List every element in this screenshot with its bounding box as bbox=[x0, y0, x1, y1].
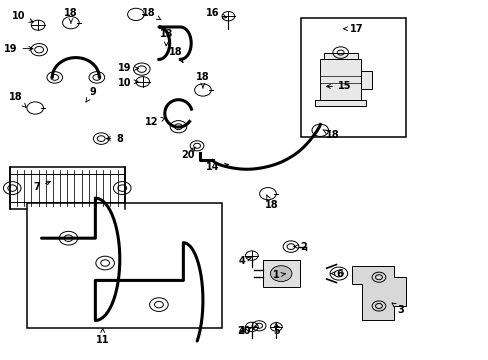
Text: 1: 1 bbox=[272, 270, 285, 280]
Bar bbox=[10, 167, 124, 209]
Text: 18: 18 bbox=[169, 47, 183, 62]
Text: 19: 19 bbox=[4, 44, 33, 54]
Text: 13: 13 bbox=[159, 29, 173, 46]
Text: 3: 3 bbox=[391, 303, 404, 315]
Text: 12: 12 bbox=[144, 117, 165, 127]
Bar bbox=[361, 71, 371, 89]
Text: 16: 16 bbox=[205, 8, 226, 18]
Text: 18: 18 bbox=[322, 130, 339, 140]
Bar bbox=[314, 100, 366, 106]
Bar bbox=[300, 18, 405, 137]
Text: 14: 14 bbox=[205, 162, 228, 172]
Text: 7: 7 bbox=[33, 181, 50, 192]
Text: 18: 18 bbox=[64, 8, 78, 23]
Circle shape bbox=[270, 266, 291, 282]
Text: 19: 19 bbox=[118, 63, 138, 73]
Text: 18: 18 bbox=[196, 72, 209, 88]
Text: 6: 6 bbox=[330, 269, 343, 279]
Text: 15: 15 bbox=[326, 81, 351, 91]
Text: 20: 20 bbox=[181, 147, 195, 160]
Text: 17: 17 bbox=[343, 24, 363, 34]
Text: 4: 4 bbox=[238, 256, 250, 266]
Text: 18: 18 bbox=[9, 92, 26, 107]
Text: 10: 10 bbox=[118, 78, 138, 88]
Polygon shape bbox=[351, 266, 405, 320]
Bar bbox=[27, 203, 222, 328]
Text: 2: 2 bbox=[293, 242, 306, 252]
Bar bbox=[262, 260, 299, 287]
Text: 18: 18 bbox=[142, 8, 161, 20]
Text: 8: 8 bbox=[106, 134, 123, 144]
Text: 11: 11 bbox=[96, 329, 109, 345]
Text: 20: 20 bbox=[237, 326, 256, 336]
Text: 18: 18 bbox=[264, 195, 278, 210]
Text: 10: 10 bbox=[12, 11, 33, 22]
Text: 5: 5 bbox=[272, 323, 279, 336]
Text: 4: 4 bbox=[238, 326, 250, 336]
Bar bbox=[323, 53, 357, 59]
Bar bbox=[319, 59, 361, 100]
Text: 9: 9 bbox=[86, 87, 96, 102]
